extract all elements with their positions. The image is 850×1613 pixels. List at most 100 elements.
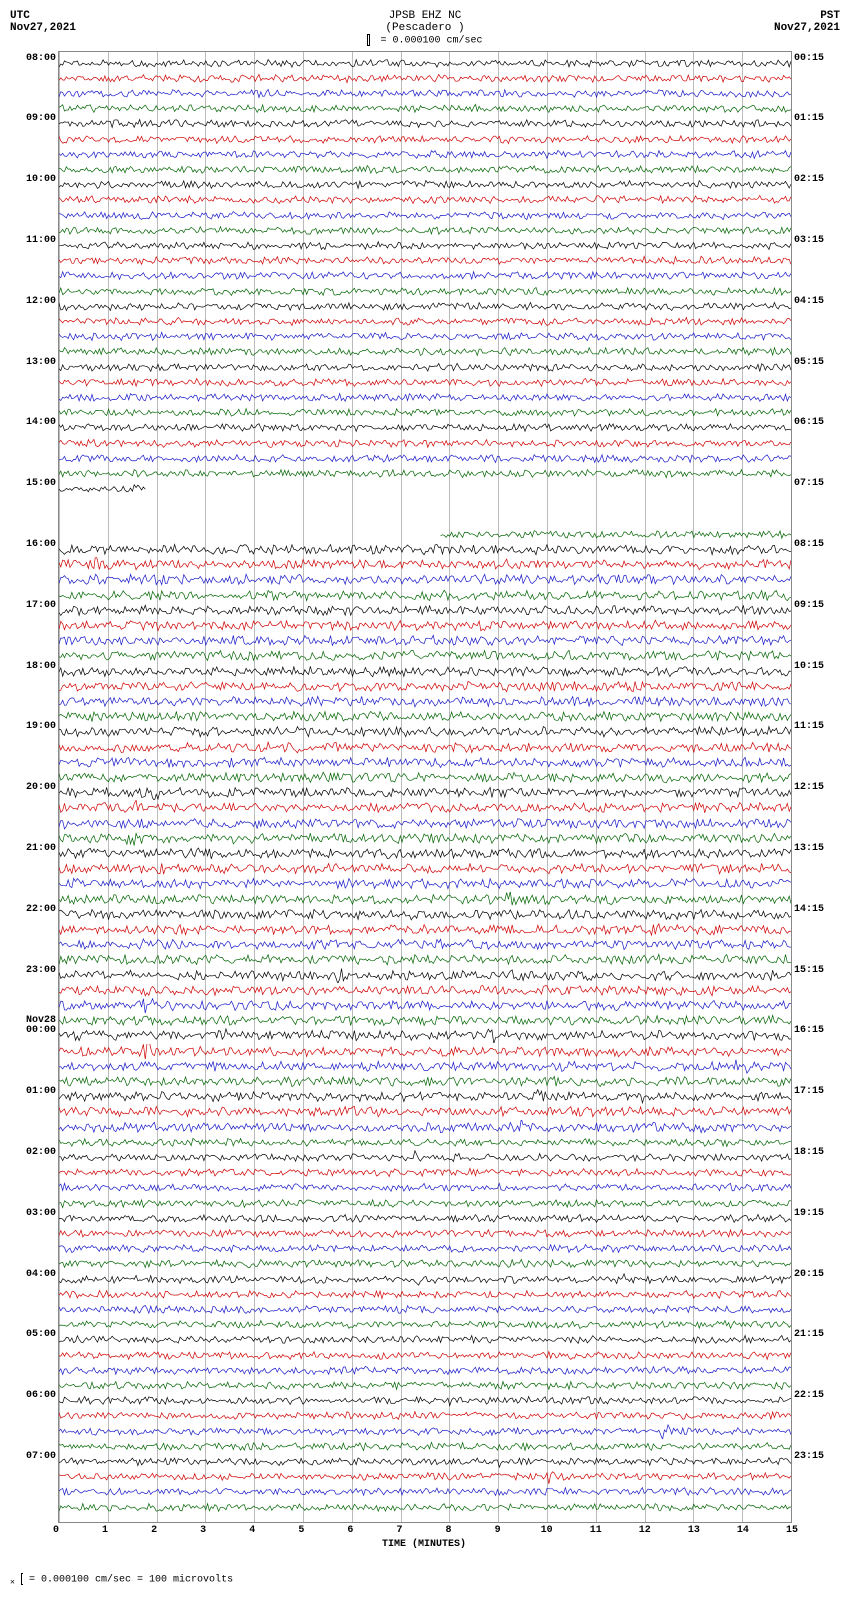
pst-hour-label: 06:15 <box>794 417 824 428</box>
pst-hour-label: 15:15 <box>794 965 824 976</box>
pst-hour-label: 14:15 <box>794 904 824 915</box>
trace-row <box>59 1363 791 1378</box>
trace-row <box>59 1241 791 1256</box>
trace-row <box>59 1013 791 1028</box>
x-tick-label: 14 <box>737 1525 749 1536</box>
utc-hour-label: 23:00 <box>26 965 56 976</box>
trace-row <box>59 937 791 952</box>
pst-hour-label: 21:15 <box>794 1329 824 1340</box>
pst-hour-label: 17:15 <box>794 1086 824 1097</box>
utc-hour-label: 07:00 <box>26 1451 56 1462</box>
trace-row <box>59 907 791 922</box>
trace-row <box>59 1104 791 1119</box>
utc-hour-label: 16:00 <box>26 539 56 550</box>
pst-hour-label: 00:15 <box>794 53 824 64</box>
trace-row <box>59 664 791 679</box>
pst-hour-label: 04:15 <box>794 296 824 307</box>
trace-row <box>59 284 791 299</box>
trace-row <box>59 1484 791 1499</box>
tz-right-block: PST Nov27,2021 <box>750 10 840 34</box>
x-tick-label: 3 <box>200 1525 206 1536</box>
trace-row <box>59 1454 791 1469</box>
trace-row <box>59 329 791 344</box>
x-tick-label: 10 <box>541 1525 553 1536</box>
trace-row <box>59 360 791 375</box>
trace-row <box>59 1302 791 1317</box>
utc-hour-label: 20:00 <box>26 782 56 793</box>
station-title: JPSB EHZ NC <box>100 10 750 22</box>
trace-row <box>59 1028 791 1043</box>
x-tick-label: 15 <box>786 1525 798 1536</box>
trace-row <box>59 101 791 116</box>
trace-row <box>59 800 791 815</box>
utc-hour-label: 10:00 <box>26 174 56 185</box>
x-axis: TIME (MINUTES) 0123456789101112131415 <box>56 1523 792 1553</box>
x-tick-label: 9 <box>495 1525 501 1536</box>
trace-row <box>59 1180 791 1195</box>
trace-row <box>59 1408 791 1423</box>
trace-row <box>59 162 791 177</box>
trace-row <box>59 1074 791 1089</box>
trace-row <box>59 892 791 907</box>
trace-row <box>59 1272 791 1287</box>
pst-hour-label: 11:15 <box>794 721 824 732</box>
tz-right-label: PST <box>750 10 840 22</box>
trace-row <box>59 557 791 572</box>
trace-row <box>59 496 791 511</box>
utc-hour-label: 14:00 <box>26 417 56 428</box>
utc-hour-label: 09:00 <box>26 113 56 124</box>
pst-hour-label: 10:15 <box>794 661 824 672</box>
pst-hour-label: 13:15 <box>794 843 824 854</box>
utc-hour-label: 18:00 <box>26 661 56 672</box>
trace-row <box>59 1150 791 1165</box>
trace-row <box>59 1287 791 1302</box>
trace-row <box>59 1378 791 1393</box>
trace-row <box>59 1120 791 1135</box>
trace-row <box>59 1332 791 1347</box>
trace-row <box>59 1196 791 1211</box>
trace-row <box>59 876 791 891</box>
trace-row <box>59 481 791 496</box>
trace-row <box>59 116 791 131</box>
trace-row <box>59 390 791 405</box>
trace-row <box>59 755 791 770</box>
trace-row <box>59 466 791 481</box>
trace-row <box>59 420 791 435</box>
scale-indicator: = 0.000100 cm/sec <box>100 34 750 47</box>
pst-hour-label: 09:15 <box>794 600 824 611</box>
trace-row <box>59 512 791 527</box>
x-tick-label: 8 <box>446 1525 452 1536</box>
trace-row <box>59 1424 791 1439</box>
x-tick-label: 13 <box>688 1525 700 1536</box>
trace-row <box>59 223 791 238</box>
pst-hour-label: 18:15 <box>794 1147 824 1158</box>
trace-row <box>59 375 791 390</box>
trace-row <box>59 1044 791 1059</box>
trace-row <box>59 177 791 192</box>
x-tick-label: 4 <box>249 1525 255 1536</box>
trace-row <box>59 344 791 359</box>
utc-hour-label: 11:00 <box>26 235 56 246</box>
x-tick-label: 6 <box>347 1525 353 1536</box>
trace-row <box>59 968 791 983</box>
trace-row <box>59 846 791 861</box>
trace-row <box>59 724 791 739</box>
utc-hour-label: 15:00 <box>26 478 56 489</box>
date-right-label: Nov27,2021 <box>750 22 840 34</box>
trace-row <box>59 770 791 785</box>
trace-row <box>59 922 791 937</box>
trace-row <box>59 633 791 648</box>
trace-row <box>59 1439 791 1454</box>
trace-row <box>59 709 791 724</box>
trace-row <box>59 694 791 709</box>
trace-row <box>59 405 791 420</box>
trace-row <box>59 1226 791 1241</box>
pst-hour-label: 02:15 <box>794 174 824 185</box>
x-tick-label: 11 <box>590 1525 602 1536</box>
trace-row <box>59 1317 791 1332</box>
trace-row <box>59 679 791 694</box>
utc-hour-label: 05:00 <box>26 1329 56 1340</box>
utc-hour-label: 21:00 <box>26 843 56 854</box>
scale-text: = 0.000100 cm/sec <box>380 36 482 47</box>
utc-hour-label: 04:00 <box>26 1269 56 1280</box>
